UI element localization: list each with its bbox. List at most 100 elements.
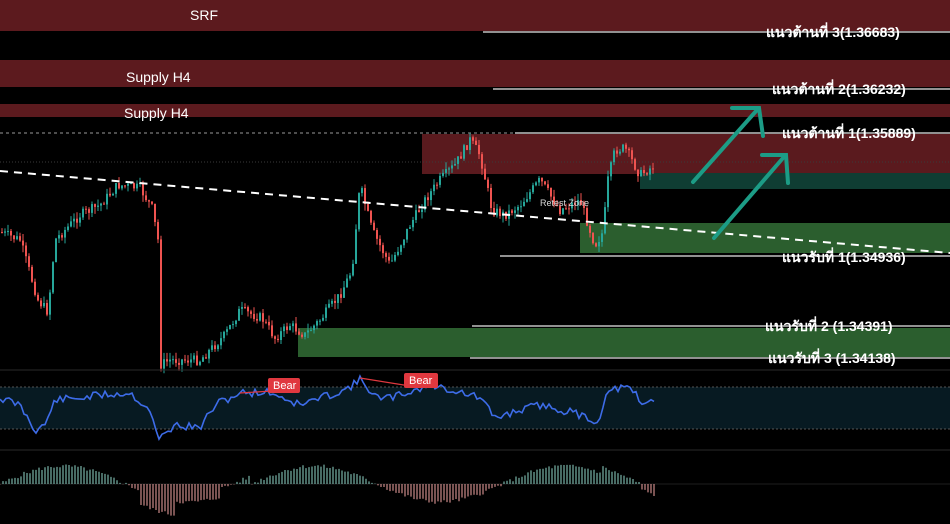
candle-body [241, 306, 243, 309]
zone-srf-label: SRF [190, 7, 218, 23]
candle-body [631, 150, 633, 160]
candle-body [526, 199, 528, 202]
candle-body [253, 313, 255, 319]
candle-body [175, 359, 177, 363]
candle-body [103, 203, 105, 205]
candle-body [34, 281, 36, 295]
candle-body [556, 204, 558, 206]
candle-body [133, 183, 135, 189]
candle-body [355, 229, 357, 264]
candle-body [148, 200, 150, 202]
candle-body [610, 162, 612, 177]
candle-body [343, 287, 345, 298]
candle-body [334, 300, 336, 303]
candle-body [289, 326, 291, 331]
candle-body [373, 222, 375, 231]
candle-body [124, 185, 126, 187]
candle-body [268, 321, 270, 326]
candle-body [64, 229, 66, 238]
candle-body [325, 307, 327, 318]
candle-body [418, 210, 420, 213]
candle-body [451, 165, 453, 169]
candle-body [397, 251, 399, 255]
teal-zone [640, 173, 950, 189]
candle-body [97, 205, 99, 207]
candle-body [385, 253, 387, 257]
candle-body [331, 300, 333, 304]
candle-body [112, 193, 114, 196]
candle-body [529, 192, 531, 200]
candle-body [439, 175, 441, 185]
zone-supply-h4-lower [0, 104, 950, 117]
support-zone-upper [580, 223, 950, 253]
candle-body [430, 191, 432, 201]
candle-body [640, 170, 642, 177]
level-label-s2: แนวรับที่ 2 (1.34391) [765, 316, 893, 334]
candle-body [646, 173, 648, 175]
candle-body [595, 243, 597, 247]
candle-body [25, 245, 27, 257]
candle-body [499, 208, 501, 217]
candle-body [187, 360, 189, 363]
candle-body [292, 323, 294, 327]
candle-body [469, 137, 471, 150]
candle-body [388, 256, 390, 261]
candle-body [250, 311, 252, 314]
zone-srf [0, 0, 950, 31]
candle-body [496, 208, 498, 216]
candle-body [226, 329, 228, 332]
candle-body [274, 336, 276, 339]
candle-body [262, 313, 264, 322]
candle-body [256, 318, 258, 321]
candle-body [94, 204, 96, 207]
candle-body [283, 326, 285, 332]
candle-body [31, 266, 33, 282]
candle-body [358, 193, 360, 230]
candle-body [544, 181, 546, 185]
candle-body [211, 345, 213, 350]
candle-body [196, 355, 198, 365]
candle-body [184, 359, 186, 361]
candle-body [61, 235, 63, 238]
candle-body [319, 320, 321, 322]
level-label-s3: แนวรับที่ 3 (1.34138) [768, 348, 896, 366]
candle-body [424, 197, 426, 210]
candle-body [412, 219, 414, 228]
candle-body [166, 359, 168, 362]
candle-body [445, 169, 447, 173]
divergence-line-2 [359, 377, 411, 387]
candle-body [55, 238, 57, 263]
candle-body [367, 204, 369, 211]
candle-body [547, 184, 549, 188]
candle-body [130, 183, 132, 185]
candle-body [652, 168, 654, 170]
candle-body [244, 306, 246, 308]
candle-body [550, 187, 552, 197]
candle-body [235, 320, 237, 325]
candle-body [574, 202, 576, 206]
candle-body [577, 199, 579, 206]
candle-body [403, 239, 405, 246]
candle-body [532, 185, 534, 193]
arrow-up-2 [712, 153, 790, 240]
candle-body [628, 148, 630, 151]
candle-body [70, 221, 72, 227]
candle-body [106, 193, 108, 205]
candle-body [301, 334, 303, 337]
candle-body [154, 203, 156, 223]
candle-body [271, 325, 273, 337]
candle-body [76, 218, 78, 223]
candle-body [394, 254, 396, 261]
candle-body [619, 151, 621, 154]
candle-body [304, 332, 306, 337]
candle-body [199, 361, 201, 365]
candle-body [601, 233, 603, 242]
candle-body [427, 197, 429, 201]
candle-body [475, 140, 477, 145]
candle-body [478, 144, 480, 155]
candle-body [85, 208, 87, 210]
candle-body [328, 303, 330, 308]
candle-body [151, 201, 153, 204]
candle-body [523, 201, 525, 207]
candle-body [157, 222, 159, 240]
